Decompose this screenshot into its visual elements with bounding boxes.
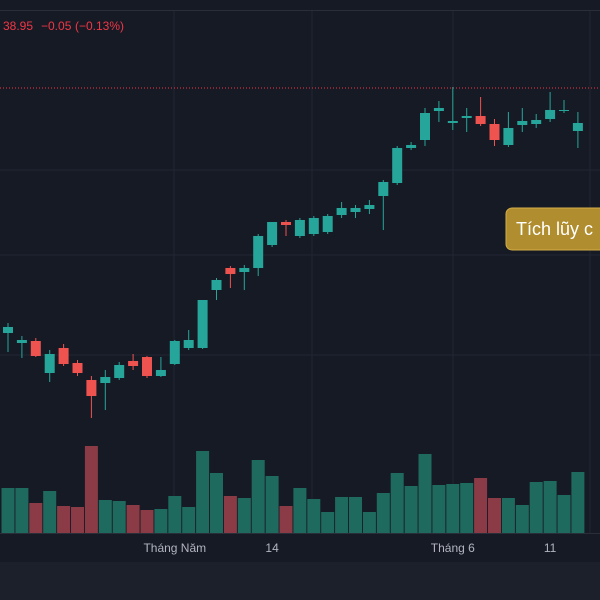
volume-bar: [390, 473, 404, 533]
volume-bar: [307, 499, 321, 533]
volume-bar: [223, 496, 237, 533]
volume-bar: [404, 486, 418, 533]
candle-body: [336, 208, 347, 215]
candle-body: [364, 205, 375, 209]
candle-body: [350, 208, 361, 212]
volume-bar: [1, 488, 15, 533]
candle-body: [86, 380, 97, 396]
candle-body: [100, 377, 111, 383]
x-tick-label: Tháng 6: [431, 541, 475, 555]
volume-bar: [515, 505, 529, 533]
volume-bar: [237, 498, 251, 533]
volume-bar: [140, 510, 154, 533]
annotation-box: [505, 207, 600, 251]
candle-body: [253, 236, 264, 268]
volume-bar: [293, 488, 307, 533]
candle-body: [572, 123, 583, 131]
volume-bar: [488, 498, 501, 533]
volume-bar: [501, 498, 515, 533]
volume-bar: [43, 491, 57, 533]
volume-bar: [349, 497, 362, 533]
volume-bar: [376, 493, 390, 533]
candle-body: [211, 280, 222, 290]
candle-body: [489, 124, 500, 140]
candle-body: [155, 370, 166, 376]
candle-body: [503, 128, 514, 145]
annotation-text: Tích lũy c: [516, 219, 593, 239]
candle-body: [461, 116, 472, 118]
candle-body: [475, 116, 486, 124]
volume-bar: [279, 506, 293, 533]
candle-body: [433, 108, 444, 111]
volume-bar: [418, 454, 432, 533]
candle-body: [517, 121, 528, 125]
candle-body: [30, 341, 41, 356]
candle-body: [559, 110, 569, 111]
volume-bar: [182, 507, 196, 533]
volume-bar: [543, 481, 557, 533]
candle-body: [197, 300, 208, 348]
volume-bar: [265, 476, 279, 533]
annotation: Tích lũy c: [505, 207, 600, 251]
volume-bar: [446, 484, 460, 533]
candle-body: [281, 222, 291, 225]
candle-body: [267, 222, 278, 245]
x-tick-label: 11: [544, 541, 557, 555]
volume-bar: [362, 512, 376, 533]
volume-bar: [321, 512, 335, 533]
volume-bar: [29, 503, 43, 533]
volume-bar: [57, 506, 71, 533]
candle-body: [72, 363, 83, 373]
volume-bar: [210, 473, 223, 533]
candle-body: [44, 354, 55, 373]
volume-bar: [335, 497, 349, 533]
x-tick-label: Tháng Năm: [143, 541, 206, 555]
volume-bar: [71, 507, 84, 533]
volume-bar: [15, 488, 29, 533]
volume-bar: [98, 500, 112, 533]
volume-bar: [251, 460, 265, 533]
price-change: −0.05: [41, 19, 72, 33]
volume-bar: [432, 485, 446, 533]
volume-bar: [196, 451, 210, 533]
candle-body: [142, 357, 152, 376]
volume-bar: [168, 496, 182, 533]
candle-body: [322, 216, 333, 232]
candle-body: [225, 268, 236, 274]
candle-body: [239, 268, 250, 272]
volume-bar: [571, 472, 585, 533]
volume-bar: [154, 509, 168, 533]
candle-body: [128, 361, 139, 366]
last-price: 38.95: [3, 19, 33, 33]
volume-bar: [460, 483, 474, 533]
x-tick-label: 14: [265, 541, 279, 555]
candle-body: [114, 365, 125, 378]
candle-body: [294, 220, 305, 236]
candle-body: [308, 218, 319, 234]
volume-bar: [84, 446, 98, 533]
candle-body: [183, 340, 194, 348]
candle-body: [169, 341, 180, 364]
candle-body: [447, 121, 458, 123]
candle-body: [3, 327, 13, 333]
candle-body: [406, 145, 417, 148]
candle-body: [392, 148, 403, 183]
volume-bar: [126, 505, 140, 533]
bottom-strip: [0, 562, 600, 600]
price-change-percent: (−0.13%): [75, 19, 124, 33]
volume-bar: [474, 478, 488, 533]
volume-bar: [529, 482, 543, 533]
candle-body: [531, 120, 542, 124]
volume-bar: [557, 495, 571, 533]
candle-body: [545, 110, 556, 119]
candle-body: [16, 340, 27, 343]
candle-body: [58, 348, 69, 364]
volume-bar: [112, 501, 126, 533]
candle-body: [420, 113, 430, 140]
candle-body: [378, 182, 389, 196]
